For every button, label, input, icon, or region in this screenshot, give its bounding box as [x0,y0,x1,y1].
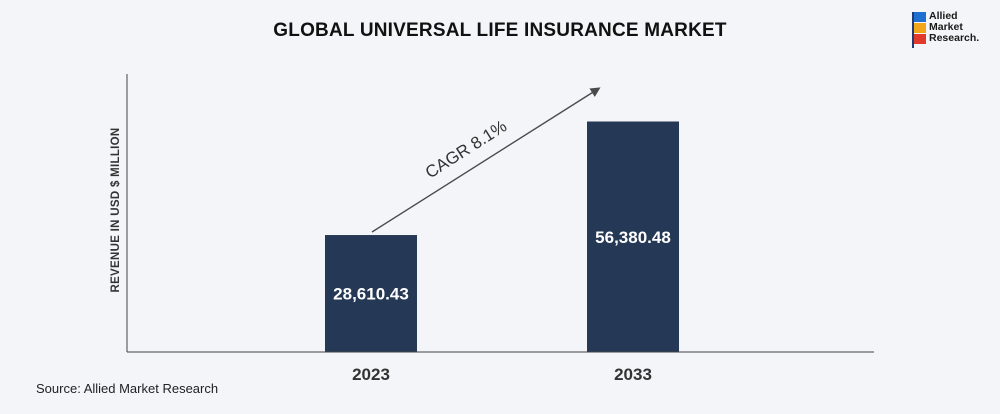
bar-2033 [587,121,679,353]
bar-2023 [325,235,417,352]
logo-square-blue [914,12,926,22]
source-note: Source: Allied Market Research [36,381,219,396]
bar-value-label: 56,380.48 [595,228,671,247]
bars-layer: 28,610.43 2023 56,380.48 2033 [325,121,679,384]
logo-line: Market [929,21,963,33]
allied-market-research-logo: Allied Market Research. [912,10,996,52]
logo-mark-icon [912,12,926,48]
logo-text: Allied Market Research. [929,11,979,44]
logo-line: Allied [929,10,958,22]
cagr-annotation: CAGR 8.1% [371,87,601,233]
logo-line: Research. [929,32,980,44]
logo-square-red [914,34,926,44]
cagr-arrow [371,87,601,233]
x-tick-label: 2023 [352,365,390,384]
x-tick-label: 2033 [614,365,652,384]
chart-title: GLOBAL UNIVERSAL LIFE INSURANCE MARKET [273,20,727,41]
logo-square-orange [914,23,926,33]
bar-value-label: 28,610.43 [333,285,409,304]
